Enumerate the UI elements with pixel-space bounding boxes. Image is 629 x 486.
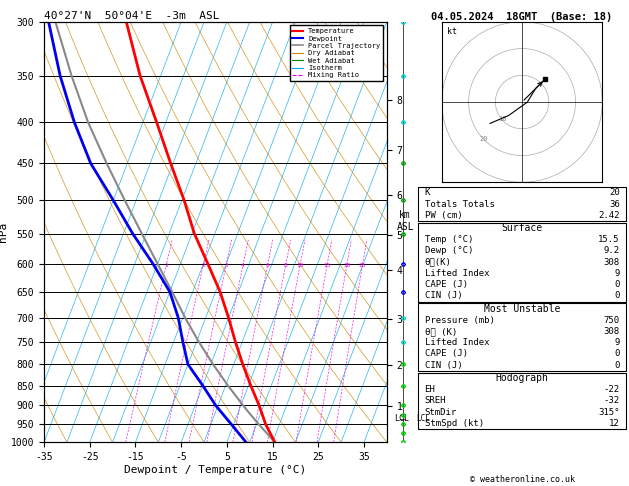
Text: Most Unstable: Most Unstable [484,304,560,314]
Text: 308: 308 [603,327,620,336]
Text: Totals Totals: Totals Totals [425,200,494,208]
Text: 40°27'N  50°04'E  -3m  ASL: 40°27'N 50°04'E -3m ASL [44,11,220,21]
Text: 3: 3 [225,262,228,268]
Text: 20: 20 [343,262,350,268]
Text: 308: 308 [603,258,620,267]
Text: CIN (J): CIN (J) [425,361,462,370]
Text: θᴄ (K): θᴄ (K) [425,327,457,336]
Text: 20: 20 [479,136,488,141]
Text: 315°: 315° [598,408,620,417]
Text: 15: 15 [323,262,331,268]
Text: 04.05.2024  18GMT  (Base: 18): 04.05.2024 18GMT (Base: 18) [431,12,613,22]
Text: 2: 2 [201,262,205,268]
Text: 9.2: 9.2 [603,246,620,255]
Text: PW (cm): PW (cm) [425,211,462,220]
Text: kt: kt [447,27,457,35]
Text: LCL: LCL [394,414,409,423]
Text: 20: 20 [609,188,620,197]
Text: 12: 12 [609,419,620,428]
Text: Hodograph: Hodograph [496,373,548,383]
Text: © weatheronline.co.uk: © weatheronline.co.uk [470,474,574,484]
Text: θᴄ(K): θᴄ(K) [425,258,452,267]
Text: 9: 9 [615,338,620,347]
Text: Lifted Index: Lifted Index [425,338,489,347]
Text: 6: 6 [265,262,269,268]
Text: LCL: LCL [416,414,430,423]
Bar [418,187,626,221]
Text: EH: EH [425,385,435,394]
Text: 15.5: 15.5 [598,235,620,244]
Text: 750: 750 [603,316,620,325]
Text: 2.42: 2.42 [598,211,620,220]
Text: 9: 9 [615,269,620,278]
Text: Pressure (mb): Pressure (mb) [425,316,494,325]
Text: StmSpd (kt): StmSpd (kt) [425,419,484,428]
Y-axis label: hPa: hPa [0,222,8,242]
Text: 8: 8 [284,262,287,268]
Legend: Temperature, Dewpoint, Parcel Trajectory, Dry Adiabat, Wet Adiabat, Isotherm, Mi: Temperature, Dewpoint, Parcel Trajectory… [289,25,383,81]
Text: K: K [425,188,430,197]
Text: 0: 0 [615,349,620,359]
Text: Dewp (°C): Dewp (°C) [425,246,473,255]
Text: -22: -22 [603,385,620,394]
Text: 0: 0 [615,280,620,289]
Text: CAPE (J): CAPE (J) [425,280,467,289]
Bar [418,373,626,429]
Text: 0: 0 [615,292,620,300]
Text: 0: 0 [615,361,620,370]
X-axis label: Dewpoint / Temperature (°C): Dewpoint / Temperature (°C) [125,465,306,475]
Bar [418,303,626,371]
Text: CIN (J): CIN (J) [425,292,462,300]
Text: 25: 25 [359,262,366,268]
Text: -32: -32 [603,396,620,405]
Bar [418,223,626,301]
Text: Temp (°C): Temp (°C) [425,235,473,244]
Text: Surface: Surface [501,223,543,233]
Text: CAPE (J): CAPE (J) [425,349,467,359]
Text: SREH: SREH [425,396,446,405]
Y-axis label: km
ASL: km ASL [396,210,414,232]
Text: 4: 4 [241,262,245,268]
Text: Lifted Index: Lifted Index [425,269,489,278]
Text: StmDir: StmDir [425,408,457,417]
Text: 1: 1 [164,262,168,268]
Text: 10: 10 [296,262,304,268]
Text: 10: 10 [499,116,507,122]
Text: 36: 36 [609,200,620,208]
